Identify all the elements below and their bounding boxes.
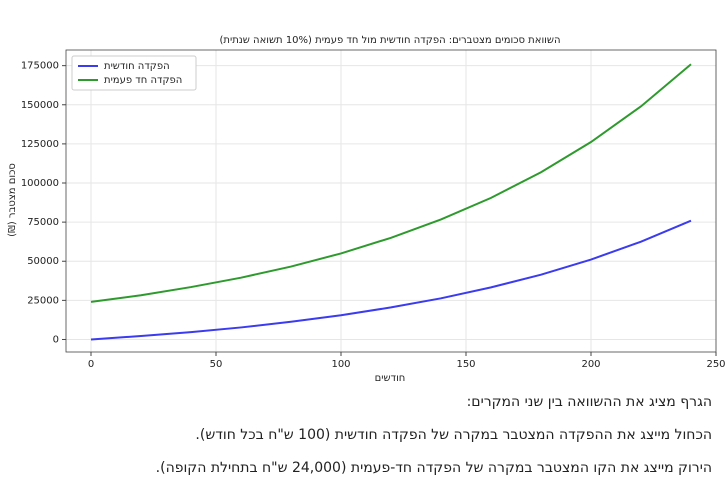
legend-label: תישדוח הדקפה (104, 61, 170, 72)
chart: (תיתנש האושת 10%) תימעפ דח לומ תישדוח הד… (7, 35, 725, 384)
y-tick-label: 75000 (27, 217, 59, 228)
legend-label: תימעפ דח הדקפה (104, 75, 182, 86)
note: הירוק מייצג את הקו המצטבר במקרה של הפקדה… (155, 460, 712, 476)
x-tick-label: 50 (210, 359, 223, 370)
x-tick-label: 200 (581, 359, 600, 370)
chart-title: (תיתנש האושת 10%) תימעפ דח לומ תישדוח הד… (219, 35, 560, 46)
x-axis-label: םישדוח (375, 373, 406, 384)
x-tick-label: 100 (331, 359, 350, 370)
y-tick-label: 125000 (21, 139, 59, 150)
line-series (90, 219, 692, 341)
y-tick-label: 0 (53, 334, 59, 345)
note: הכחול מייצג את ההפקדה המצטבר במקרה של הפ… (195, 427, 712, 443)
y-tick-label: 50000 (27, 256, 59, 267)
y-tick-label: 100000 (21, 178, 59, 189)
note: הגרף מציג את ההשוואה בין שני המקרים: (466, 394, 712, 410)
x-tick-label: 250 (706, 359, 725, 370)
legend-box (71, 55, 197, 91)
line-series (90, 63, 692, 303)
y-tick-label: 175000 (21, 61, 59, 72)
y-tick-label: 150000 (21, 100, 59, 111)
y-axis-label: (₪) רבטצמ םוכס (7, 163, 18, 237)
notes: הגרף מציג את ההשוואה בין שני המקרים: הכח… (0, 392, 712, 491)
x-tick-label: 0 (88, 359, 94, 370)
x-tick-label: 150 (456, 359, 475, 370)
plot-frame (65, 49, 717, 353)
y-tick-label: 25000 (27, 295, 59, 306)
